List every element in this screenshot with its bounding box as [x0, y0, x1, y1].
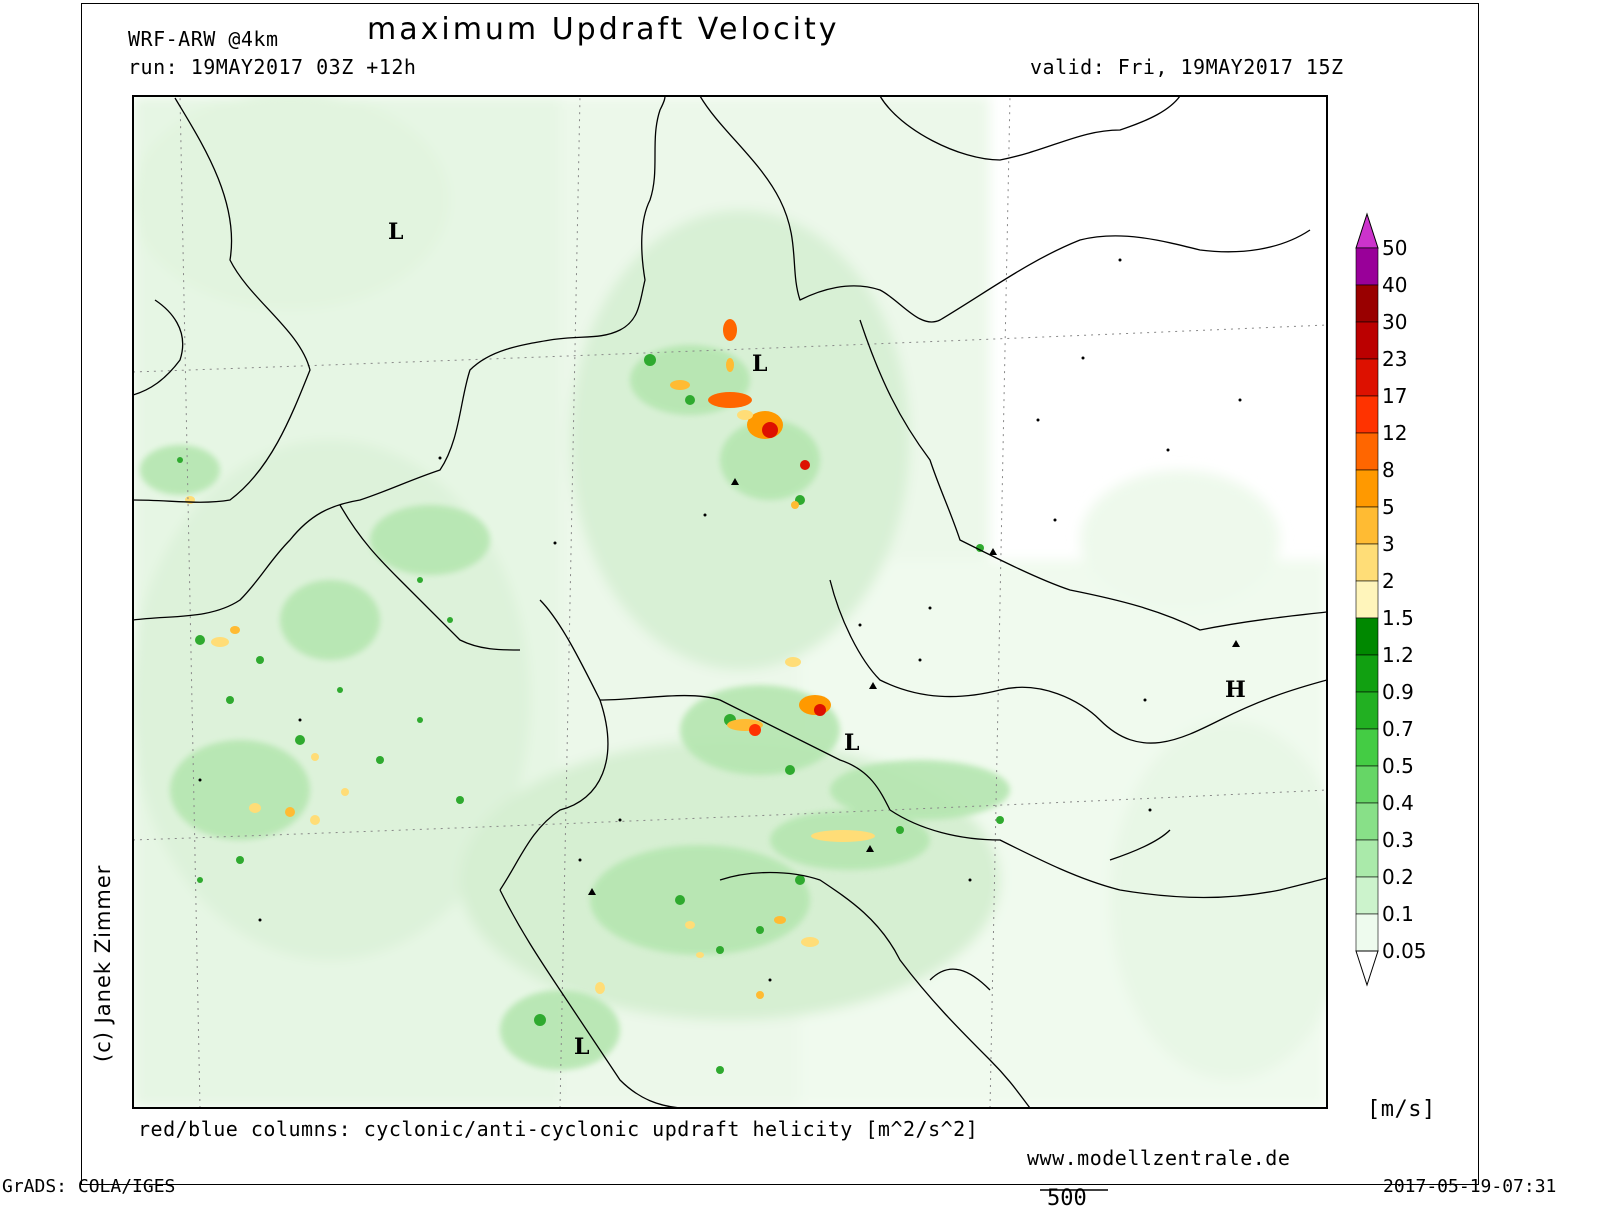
website-label: www.modellzentrale.de — [1027, 1146, 1291, 1170]
colorbar-swatch — [1355, 321, 1379, 360]
colorbar-swatch — [1355, 839, 1379, 878]
colorbar-swatch — [1355, 543, 1379, 582]
colorbar-tick-label: 12 — [1382, 421, 1408, 445]
colorbar-tick-label: 5 — [1382, 495, 1395, 519]
pressure-center-low: L — [844, 730, 860, 756]
colorbar-tick-label: 0.2 — [1382, 865, 1414, 889]
colorbar-swatch — [1355, 913, 1379, 952]
colorbar-swatch — [1355, 617, 1379, 656]
valid-label: valid: Fri, 19MAY2017 15Z — [1030, 55, 1344, 79]
colorbar-tick-label: 50 — [1382, 236, 1408, 260]
colorbar-swatch — [1355, 247, 1379, 286]
run-label: run: 19MAY2017 03Z +12h — [128, 55, 417, 79]
colorbar — [1355, 212, 1379, 987]
colorbar-tick-label: 23 — [1382, 347, 1408, 371]
pressure-center-low: L — [574, 1034, 590, 1060]
colorbar-tick-label: 3 — [1382, 532, 1395, 556]
colorbar-unit: [m/s] — [1367, 1097, 1436, 1122]
chart-title: maximum Updraft Velocity — [367, 12, 840, 47]
pressure-center-low: L — [388, 219, 404, 245]
model-label: WRF-ARW @4km — [128, 27, 279, 51]
colorbar-swatch — [1355, 728, 1379, 767]
graticule — [133, 96, 1327, 1108]
colorbar-tick-label: 0.7 — [1382, 717, 1414, 741]
colorbar-top-arrow — [1355, 212, 1379, 249]
pressure-center-low: L — [752, 351, 768, 377]
colorbar-swatch — [1355, 580, 1379, 619]
colorbar-tick-label: 0.05 — [1382, 939, 1427, 963]
colorbar-tick-label: 0.5 — [1382, 754, 1414, 778]
colorbar-tick-label: 1.5 — [1382, 606, 1414, 630]
colorbar-bottom-arrow — [1355, 950, 1379, 987]
colorbar-tick-label: 40 — [1382, 273, 1408, 297]
colorbar-tick-label: 0.9 — [1382, 680, 1414, 704]
colorbar-swatch — [1355, 765, 1379, 804]
colorbar-tick-label: 0.1 — [1382, 902, 1414, 926]
city-markers — [198, 258, 1242, 982]
coastlines-and-borders — [133, 96, 1327, 1108]
colorbar-swatch — [1355, 395, 1379, 434]
helicity-caption: red/blue columns: cyclonic/anti-cyclonic… — [138, 1117, 979, 1141]
updraft-cells-intense — [185, 319, 875, 999]
colorbar-swatch — [1355, 802, 1379, 841]
mountain-markers — [588, 478, 1240, 895]
colorbar-swatch — [1355, 284, 1379, 323]
colorbar-tick-label: 17 — [1382, 384, 1408, 408]
colorbar-swatch — [1355, 432, 1379, 471]
pressure-center-high: H — [1225, 677, 1246, 703]
grads-label: GrADS: COLA/IGES — [2, 1176, 176, 1197]
colorbar-tick-label: 0.4 — [1382, 791, 1414, 815]
map-border — [132, 95, 1328, 1109]
colorbar-swatch — [1355, 506, 1379, 545]
colorbar-swatch — [1355, 691, 1379, 730]
colorbar-tick-label: 2 — [1382, 569, 1395, 593]
plot-frame — [81, 3, 1479, 1185]
colorbar-tick-label: 30 — [1382, 310, 1408, 334]
author-credit: (c) Janek Zimmer — [91, 864, 115, 1062]
colorbar-swatch — [1355, 469, 1379, 508]
scale-value: 500 — [1047, 1186, 1087, 1211]
colorbar-tick-label: 8 — [1382, 458, 1395, 482]
colorbar-swatch — [1355, 876, 1379, 915]
colorbar-swatch — [1355, 654, 1379, 693]
colorbar-swatch — [1355, 358, 1379, 397]
timestamp-label: 2017-05-19-07:31 — [1383, 1176, 1557, 1197]
colorbar-tick-label: 1.2 — [1382, 643, 1414, 667]
colorbar-tick-label: 0.3 — [1382, 828, 1414, 852]
